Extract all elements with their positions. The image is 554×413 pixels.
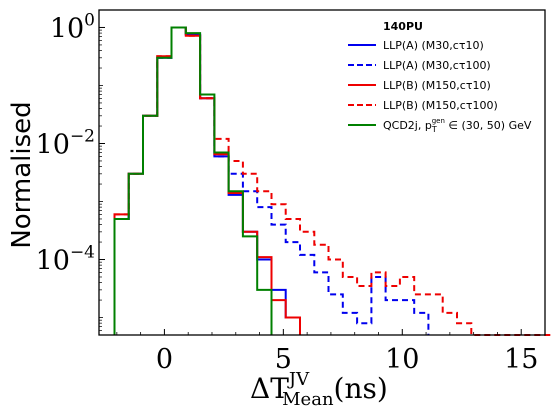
y-axis-label: Normalised	[7, 101, 37, 248]
x-tick-label: 0	[156, 344, 173, 375]
series-3	[113, 26, 554, 336]
x-tick-label: 5	[275, 344, 292, 375]
series-4-step-line	[113, 26, 273, 335]
y-axis-ticks: 100 10−2 10−4	[36, 9, 105, 336]
plot-frame	[98, 9, 546, 336]
y-tick-label: 10−4	[36, 243, 95, 277]
x-axis-label-unit: (ns)	[334, 372, 388, 405]
series-2	[113, 26, 301, 335]
x-axis-label-sup: JV	[287, 369, 310, 390]
series-3-step-line	[113, 26, 554, 336]
x-axis-ticks: 0 5 10 15	[116, 329, 546, 375]
x-tick-label: 15	[504, 344, 538, 375]
x-axis-label-sub: Mean	[282, 389, 334, 410]
legend-title: 140PU	[383, 20, 423, 33]
legend-label-2: LLP(B) (M150,cτ10)	[383, 79, 491, 92]
x-tick-label: 10	[385, 344, 419, 375]
legend: 140PU LLP(A) (M30,cτ10) LLP(A) (M30,cτ100…	[348, 20, 532, 134]
series-2-step-line	[113, 26, 301, 335]
legend-label-4: QCD2j, pTgen ∈ (30, 50) GeV	[383, 117, 532, 134]
series-layer	[113, 26, 554, 336]
legend-label-1: LLP(A) (M30,cτ100)	[383, 59, 491, 72]
x-axis-label: ΔTJV Mean(ns)	[250, 369, 388, 410]
series-4	[113, 26, 273, 335]
legend-label-3: LLP(B) (M150,cτ100)	[383, 99, 498, 112]
y-tick-label: 100	[50, 10, 95, 44]
y-tick-label: 10−2	[36, 126, 95, 160]
x-axis-label-base: ΔT	[250, 372, 289, 405]
legend-label-0: LLP(A) (M30,cτ10)	[383, 39, 484, 52]
